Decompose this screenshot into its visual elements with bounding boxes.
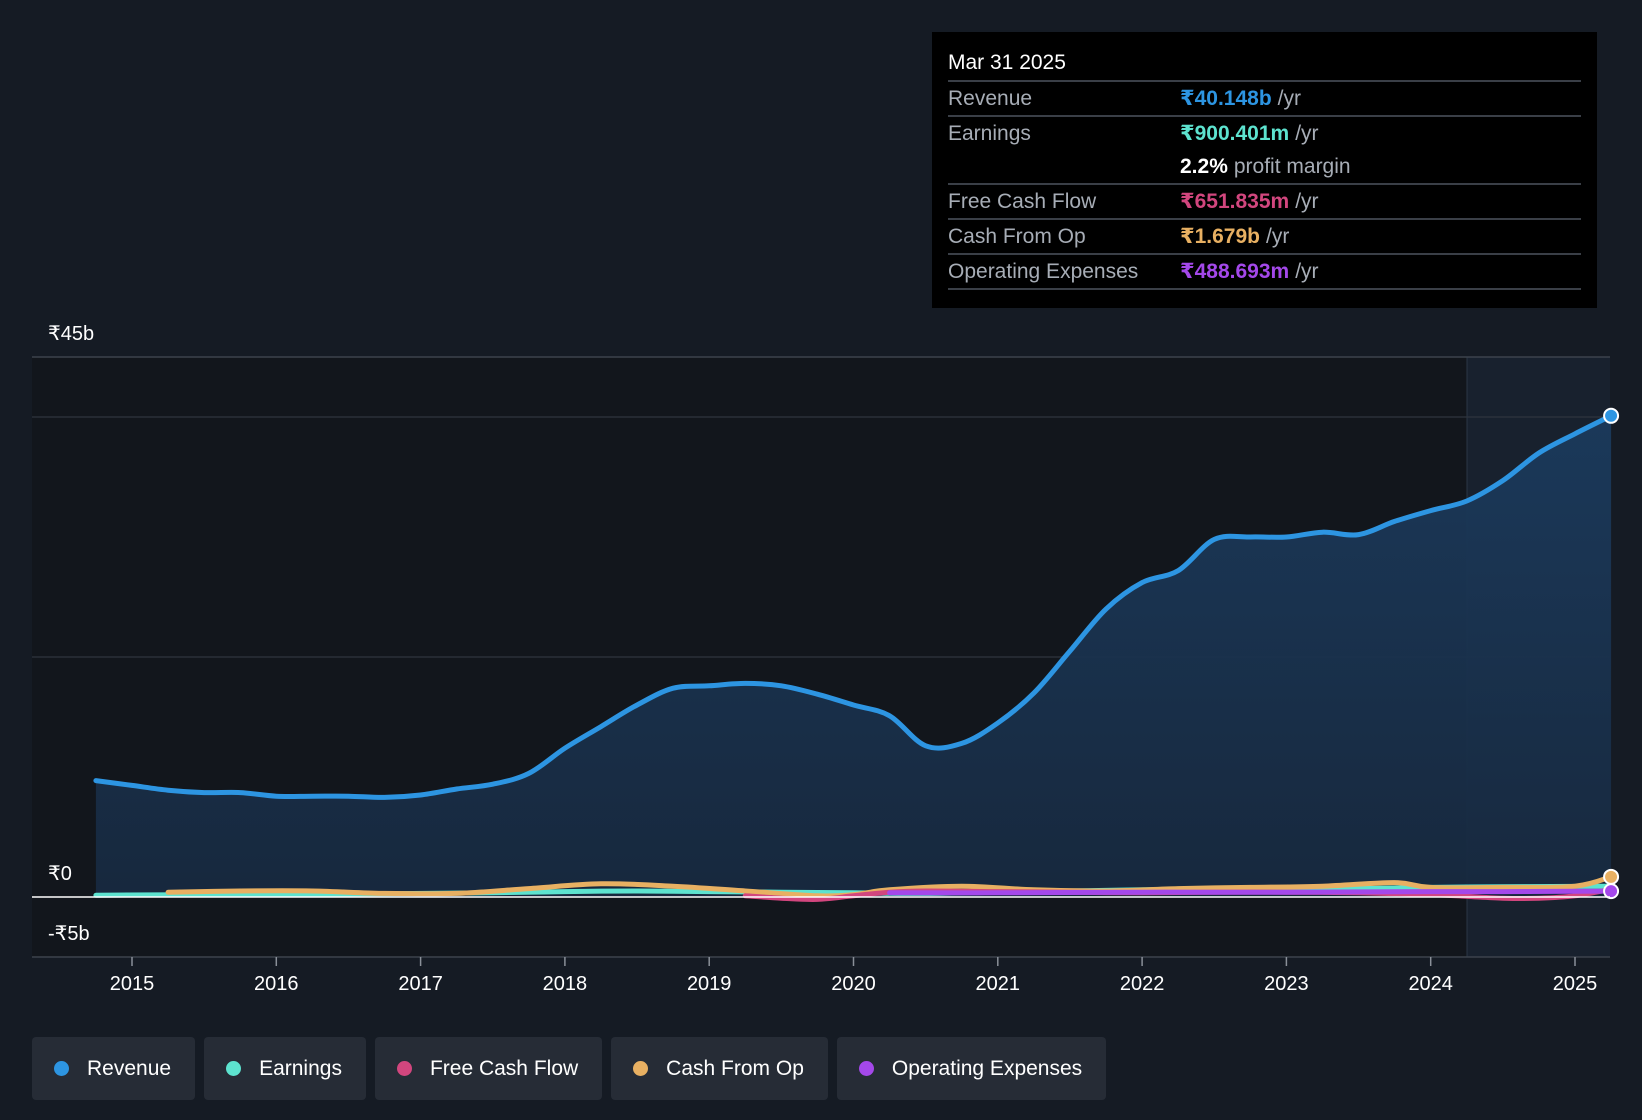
legend-item-earnings[interactable]: Earnings xyxy=(204,1037,366,1100)
y-tick-label-top: ₹45b xyxy=(48,323,94,345)
x-tick-label-2017: 2017 xyxy=(398,973,443,995)
y-tick-label-bottom: -₹5b xyxy=(48,923,90,945)
x-tick-label-2016: 2016 xyxy=(254,973,299,995)
tooltip-margin-value: 2.2% xyxy=(1180,155,1228,178)
x-tick-label-2019: 2019 xyxy=(687,973,732,995)
tooltip-value: ₹488.693m xyxy=(1180,260,1290,283)
tooltip-unit: /yr xyxy=(1295,190,1319,213)
series-line-operating-expenses xyxy=(887,888,1614,896)
legend-item-cash-from-op[interactable]: Cash From Op xyxy=(611,1037,828,1100)
legend-label: Earnings xyxy=(259,1056,342,1080)
tooltip-row-operating-expenses: Operating Expenses ₹488.693m /yr xyxy=(948,255,1581,290)
tooltip-unit: /yr xyxy=(1277,87,1301,110)
tooltip-label: Operating Expenses xyxy=(948,260,1139,283)
series-area-revenue xyxy=(95,415,1612,897)
tooltip-label: Cash From Op xyxy=(948,225,1086,248)
legend-label: Operating Expenses xyxy=(891,1056,1083,1080)
legend-dot-icon xyxy=(226,1061,242,1076)
endpoint-marker-operating-expenses xyxy=(1603,883,1620,900)
tooltip-value: ₹651.835m xyxy=(1180,190,1290,213)
tooltip-row-free-cash-flow: Free Cash Flow ₹651.835m /yr xyxy=(948,185,1581,220)
tooltip-label: Revenue xyxy=(948,87,1033,110)
legend-label: Cash From Op xyxy=(666,1056,804,1080)
x-tick-label-2022: 2022 xyxy=(1120,973,1165,995)
endpoint-marker-cash-from-op xyxy=(1603,868,1620,885)
tooltip-unit: /yr xyxy=(1266,225,1290,248)
tooltip-date: Mar 31 2025 xyxy=(948,46,1581,82)
tooltip-label: Free Cash Flow xyxy=(948,190,1097,213)
x-tick-label-2015: 2015 xyxy=(110,973,155,995)
legend: Revenue Earnings Free Cash Flow Cash Fro… xyxy=(32,1037,1107,1100)
x-tick-label-2025: 2025 xyxy=(1553,973,1598,995)
x-tick-label-2021: 2021 xyxy=(976,973,1021,995)
legend-label: Free Cash Flow xyxy=(429,1056,579,1080)
tooltip-value: ₹40.148b xyxy=(1180,87,1272,110)
legend-item-revenue[interactable]: Revenue xyxy=(32,1037,196,1100)
tooltip-panel: Mar 31 2025 Revenue ₹40.148b /yr Earning… xyxy=(932,32,1597,308)
x-tick-label-2020: 2020 xyxy=(831,973,876,995)
x-tick-label-2023: 2023 xyxy=(1264,973,1309,995)
tooltip-unit: /yr xyxy=(1295,122,1319,145)
tooltip-unit: /yr xyxy=(1295,260,1319,283)
endpoint-marker-revenue xyxy=(1603,407,1620,424)
y-tick-label-zero: ₹0 xyxy=(48,863,72,885)
legend-dot-icon xyxy=(54,1061,69,1076)
tooltip-label: Earnings xyxy=(948,122,1031,145)
tooltip-value: ₹1.679b xyxy=(1180,225,1260,248)
legend-label: Revenue xyxy=(87,1056,172,1080)
tooltip-margin-label: profit margin xyxy=(1233,155,1351,178)
legend-dot-icon xyxy=(396,1061,412,1076)
tooltip-row-revenue: Revenue ₹40.148b /yr xyxy=(948,82,1581,117)
x-tick-label-2018: 2018 xyxy=(543,973,588,995)
tooltip-row-earnings: Earnings ₹900.401m /yr xyxy=(948,117,1581,150)
series-layer xyxy=(93,407,1620,902)
tooltip-value: ₹900.401m xyxy=(1180,122,1290,145)
legend-item-free-cash-flow[interactable]: Free Cash Flow xyxy=(374,1037,603,1100)
ticks-layer: 2015 2016 2017 2018 2019 2020 2021 2022 2023 2024… xyxy=(110,957,1598,995)
legend-item-operating-expenses[interactable]: Operating Expenses xyxy=(836,1037,1107,1100)
tooltip-row-cash-from-op: Cash From Op ₹1.679b /yr xyxy=(948,220,1581,255)
legend-dot-icon xyxy=(858,1061,874,1076)
x-tick-label-2024: 2024 xyxy=(1408,973,1453,995)
series-line-revenue xyxy=(93,413,1614,800)
legend-dot-icon xyxy=(633,1061,649,1076)
tooltip-row-profit-margin: 2.2% profit margin xyxy=(948,150,1581,185)
